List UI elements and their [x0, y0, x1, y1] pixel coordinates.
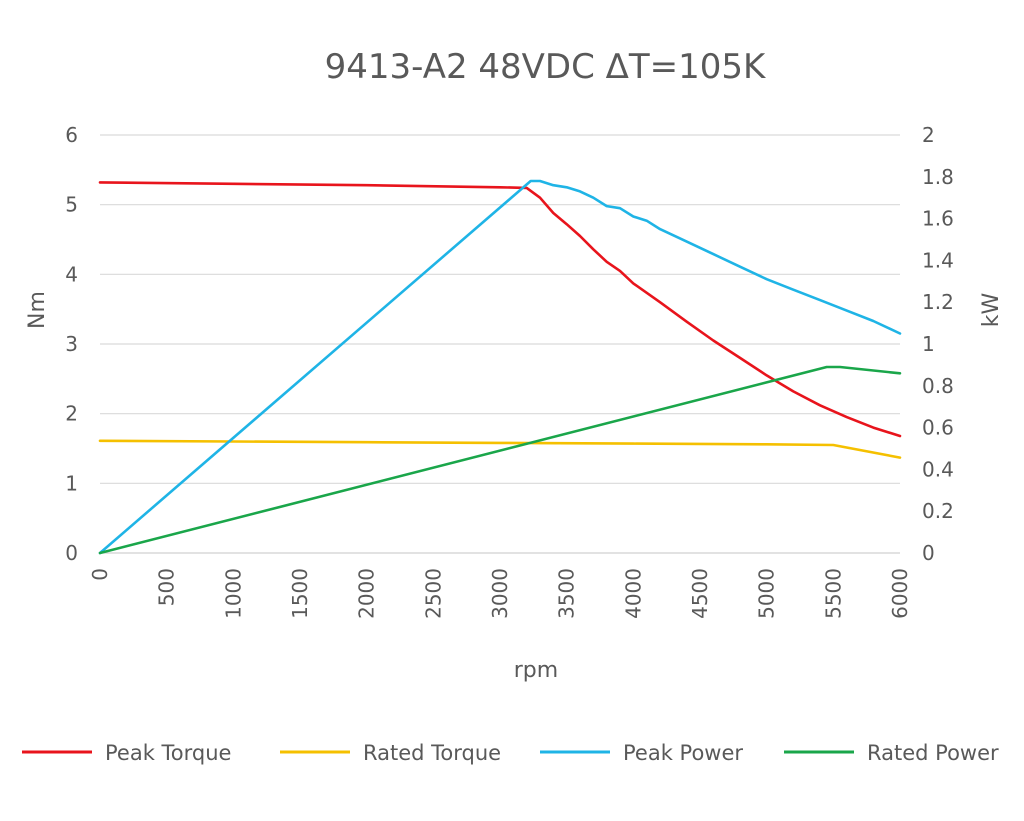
grid — [100, 134, 900, 554]
series-line-peak-torque — [98, 181, 902, 438]
y2-tick-label: 0 — [922, 541, 935, 565]
chart-title: 9413-A2 48VDC ΔT=105K — [325, 47, 767, 87]
series-lines — [98, 179, 902, 555]
y2-tick-label: 0.8 — [922, 374, 954, 398]
x-tick-label: 2000 — [355, 568, 379, 619]
y2-tick-label: 0.2 — [922, 499, 954, 523]
x-tick-label: 1500 — [288, 568, 312, 619]
y2-tick-label: 2 — [922, 123, 935, 147]
y2-axis-title: kW — [979, 293, 1004, 328]
y2-tick-label: 1 — [922, 332, 935, 356]
series-line-rated-power — [98, 365, 902, 555]
x-tick-label: 5500 — [821, 568, 845, 619]
x-tick-label: 3000 — [488, 568, 512, 619]
y-tick-label: 5 — [65, 193, 78, 217]
x-axis-title: rpm — [514, 658, 558, 683]
y-tick-label: 6 — [65, 123, 78, 147]
y2-tick-label: 1.6 — [922, 207, 954, 231]
x-tick-label: 1000 — [221, 568, 245, 619]
x-axis: 0 500 1000 1500 2000 2500 3000 3500 4000 4500 5000… — [88, 568, 912, 619]
y-tick-label: 0 — [65, 541, 78, 565]
x-tick-label: 0 — [88, 568, 112, 581]
y-tick-label: 4 — [65, 262, 78, 286]
y-tick-label: 2 — [65, 402, 78, 426]
y-tick-label: 3 — [65, 332, 78, 356]
legend-label: Rated Power — [867, 741, 999, 765]
y2-tick-label: 0.6 — [922, 416, 954, 440]
x-tick-label: 500 — [155, 568, 179, 606]
series-line-rated-torque — [98, 439, 902, 459]
y-axis-left: 0 1 2 3 4 5 6 — [65, 123, 78, 565]
series-line-peak-power — [98, 179, 902, 555]
legend-label: Rated Torque — [363, 741, 501, 765]
y2-tick-label: 1.2 — [922, 290, 954, 314]
y-axis-right: 0 0.2 0.4 0.6 0.8 1 1.2 1.4 1.6 1.8 2 — [922, 123, 954, 565]
x-tick-label: 4500 — [688, 568, 712, 619]
x-tick-label: 2500 — [421, 568, 445, 619]
y2-tick-label: 1.8 — [922, 165, 954, 189]
legend-label: Peak Power — [623, 741, 743, 765]
y2-tick-label: 0.4 — [922, 457, 954, 481]
y-axis-title: Nm — [25, 291, 50, 329]
y-tick-label: 1 — [65, 471, 78, 495]
legend-label: Peak Torque — [105, 741, 231, 765]
x-tick-label: 5000 — [755, 568, 779, 619]
x-tick-label: 3500 — [555, 568, 579, 619]
x-tick-label: 4000 — [621, 568, 645, 619]
x-tick-label: 6000 — [888, 568, 912, 619]
legend: Peak Torque Rated Torque Peak Power Rated P… — [22, 741, 999, 765]
y2-tick-label: 1.4 — [922, 248, 954, 272]
